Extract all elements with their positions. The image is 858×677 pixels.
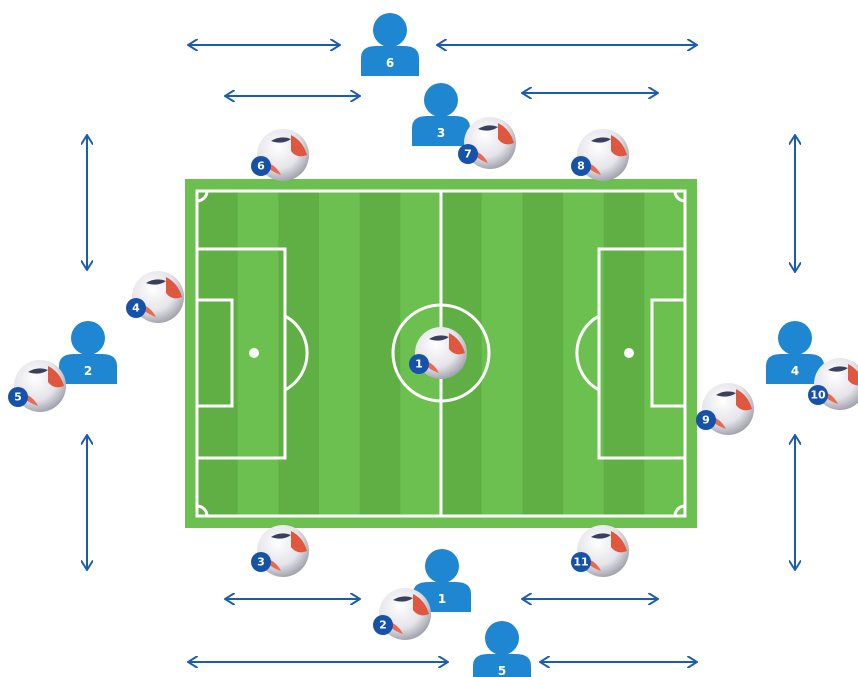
ball: 4 [126, 271, 184, 323]
ball-label: 5 [14, 391, 22, 404]
ball-label: 2 [379, 619, 387, 632]
ball-label: 1 [415, 358, 423, 371]
ball-label: 4 [132, 302, 140, 315]
ball-label: 10 [810, 389, 826, 402]
ball: 9 [696, 383, 754, 435]
player-label: 5 [498, 664, 506, 677]
player-label: 1 [438, 592, 446, 606]
player-head [373, 13, 407, 47]
ball: 11 [571, 525, 629, 577]
player: 3 [412, 83, 470, 146]
player-head [425, 549, 459, 583]
player: 4 [766, 321, 824, 384]
player: 5 [473, 621, 531, 677]
player-label: 3 [437, 126, 445, 140]
player: 6 [361, 13, 419, 76]
ball-label: 6 [257, 160, 265, 173]
player-head [71, 321, 105, 355]
ball: 8 [571, 129, 629, 181]
player-label: 4 [791, 364, 799, 378]
ball-label: 11 [573, 556, 588, 569]
ball-label: 9 [702, 414, 710, 427]
player: 2 [59, 321, 117, 384]
player-label: 6 [386, 56, 394, 70]
ball-label: 8 [577, 160, 585, 173]
player-head [485, 621, 519, 655]
player-head [778, 321, 812, 355]
pitch-stripe [522, 191, 563, 516]
ball: 2 [373, 588, 431, 640]
ball-label: 3 [257, 556, 265, 569]
ball: 5 [8, 360, 66, 412]
training-diagram: 1 2 3 4 5 6 1 2 3 4 5 6 7 8 9 10 11 [0, 0, 858, 677]
ball: 3 [251, 525, 309, 577]
ball: 6 [251, 129, 309, 181]
ball-label: 7 [464, 148, 472, 161]
player-head [424, 83, 458, 117]
player-label: 2 [84, 364, 92, 378]
